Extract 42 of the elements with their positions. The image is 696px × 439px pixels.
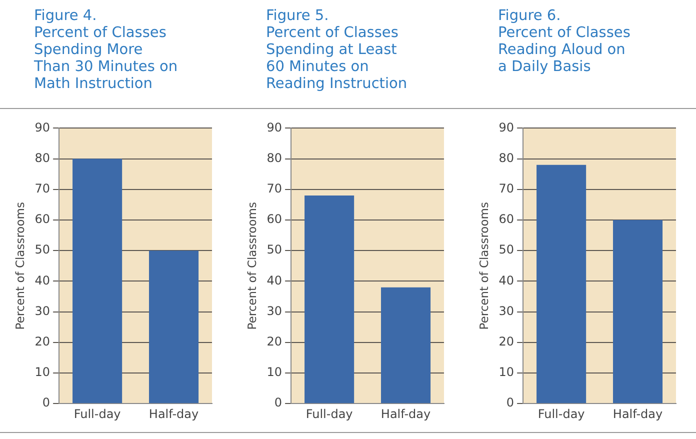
y-tick-label: 70 (498, 182, 514, 196)
y-tick-label: 80 (266, 150, 282, 165)
y-tick-label: 70 (34, 182, 50, 196)
y-tick-label: 60 (266, 212, 282, 226)
y-tick-label: 20 (34, 334, 50, 349)
y-tick-label: 30 (266, 304, 282, 318)
y-tick-label: 80 (498, 150, 514, 165)
y-tick-label: 50 (266, 242, 282, 257)
y-tick-label: 80 (34, 150, 50, 165)
y-tick-label: 20 (498, 334, 514, 349)
y-axis-title: Percent of Classrooms (476, 202, 491, 330)
y-tick-label: 70 (266, 182, 282, 196)
y-tick-label: 60 (34, 212, 50, 226)
y-tick-label: 40 (266, 273, 282, 288)
x-tick-label: Half-day (148, 406, 199, 421)
y-axis-title: Percent of Classrooms (244, 202, 259, 330)
x-tick-label: Full-day (538, 406, 585, 421)
x-tick-label: Full-day (74, 406, 121, 421)
chart-title: Figure 5. Percent of Classes Spending at Least 60 Minutes on Reading Instruction (266, 8, 408, 93)
x-tick-label: Half-day (380, 406, 431, 421)
y-tick-label: 30 (34, 304, 50, 318)
x-tick-label: Full-day (306, 406, 353, 421)
y-tick-label: 10 (498, 365, 514, 380)
chart-title: Figure 4. Percent of Classes Spending More Than 30 Minutes on Math Instruction (34, 8, 178, 93)
y-tick-label: 10 (34, 365, 50, 380)
y-tick-label: 30 (498, 304, 514, 318)
y-tick-label: 50 (34, 242, 50, 257)
y-tick-label: 50 (498, 242, 514, 257)
y-tick-label: 0 (506, 396, 514, 410)
y-tick-label: 10 (266, 365, 282, 380)
y-tick-label: 20 (266, 334, 282, 349)
y-axis-title: Percent of Classrooms (12, 202, 27, 330)
x-tick-label: Half-day (612, 406, 663, 421)
y-tick-label: 90 (498, 120, 514, 134)
y-tick-label: 90 (266, 120, 282, 134)
y-tick-label: 0 (274, 396, 282, 410)
y-tick-label: 40 (34, 273, 50, 288)
y-tick-label: 60 (498, 212, 514, 226)
chart-title: Figure 6. Percent of Classes Reading Aloud on a Daily Basis (498, 8, 630, 76)
y-tick-label: 90 (34, 120, 50, 134)
y-tick-label: 0 (42, 396, 50, 410)
y-tick-label: 40 (498, 273, 514, 288)
